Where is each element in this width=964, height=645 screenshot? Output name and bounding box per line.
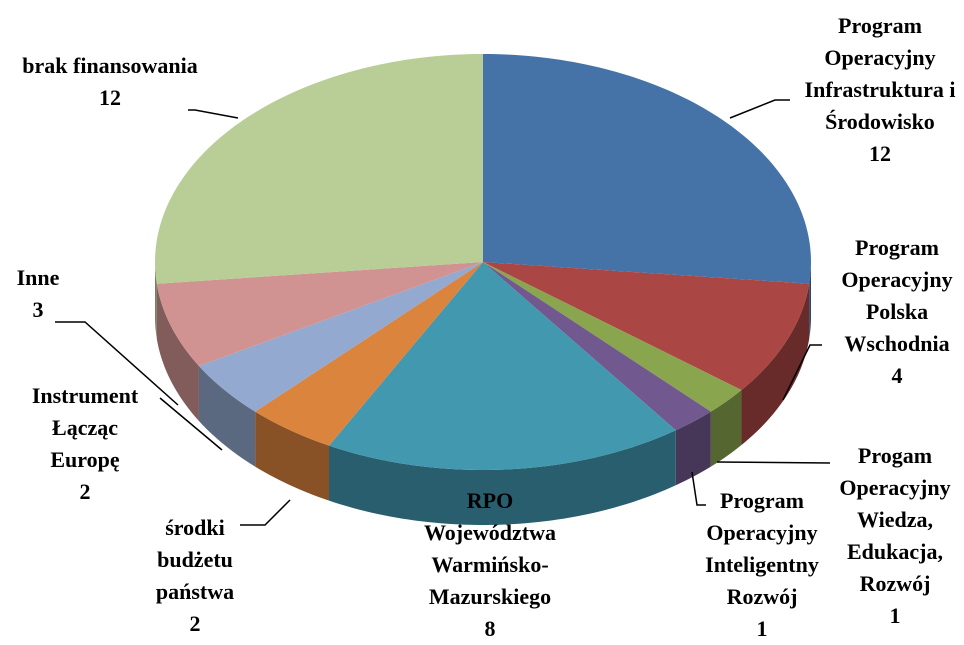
slice [483,54,811,284]
label-category: środki budżetu państwa [155,515,235,604]
label-category: Progam Operacyjny Wiedza, Edukacja, Rozw… [839,443,951,596]
slice-side [809,262,811,339]
label-value: 12 [869,141,891,166]
slice [483,262,711,431]
label-value: 2 [189,611,201,636]
leader-line [159,397,223,451]
slice-side [329,430,676,525]
data-label: Inne 3 [3,262,73,326]
label-value: 12 [99,85,121,110]
slice-side [675,411,711,486]
leader-line [691,471,706,506]
data-label: Program Operacyjny Inteligentny Rozwój 1 [692,485,832,645]
data-label: RPO Województwa Warmińsko-Mazurskiego 8 [405,485,575,645]
slice-side [710,390,742,467]
leader-line [729,99,790,119]
label-value: 1 [756,616,768,641]
label-value: 3 [32,297,44,322]
leader-line [716,461,831,464]
pie-layer [155,54,811,470]
data-label: Program Operacyjny Infrastruktura i Środ… [795,10,964,170]
leader-line [188,109,239,119]
label-value: 8 [484,616,496,641]
slice [155,54,483,284]
label-category: Program Operacyjny Inteligentny Rozwój [705,488,819,609]
data-label: brak finansowania 12 [20,50,200,114]
leader-line [240,499,291,526]
slice-side [155,262,157,339]
data-label: Progam Operacyjny Wiedza, Edukacja, Rozw… [825,440,964,632]
slice [255,262,483,446]
data-label: Instrument Łącząc Europę 2 [20,380,150,508]
slice [198,262,483,412]
label-value: 2 [79,479,91,504]
slice [483,262,810,391]
slice [329,262,676,470]
label-category: Program Operacyjny Infrastruktura i Środ… [804,13,956,134]
slice-side [156,283,199,421]
slice-side [255,411,330,501]
leader-line [782,344,822,401]
slice [156,262,483,366]
label-value: 1 [889,603,901,628]
label-category: brak finansowania [22,53,198,78]
slice-side [198,366,256,467]
label-value: 4 [891,363,903,388]
data-label: środki budżetu państwa 2 [135,512,255,640]
label-category: RPO Województwa Warmińsko-Mazurskiego [424,488,556,609]
leader-lines [55,99,831,526]
label-category: Inne [16,265,60,290]
leader-line [55,321,179,406]
label-category: Instrument Łącząc Europę [31,383,139,472]
slice-side [741,283,810,446]
data-label: Program Operacyjny Polska Wschodnia 4 [827,232,964,392]
label-category: Program Operacyjny Polska Wschodnia [841,235,953,356]
pie-layer [155,262,811,525]
slice [483,262,742,412]
